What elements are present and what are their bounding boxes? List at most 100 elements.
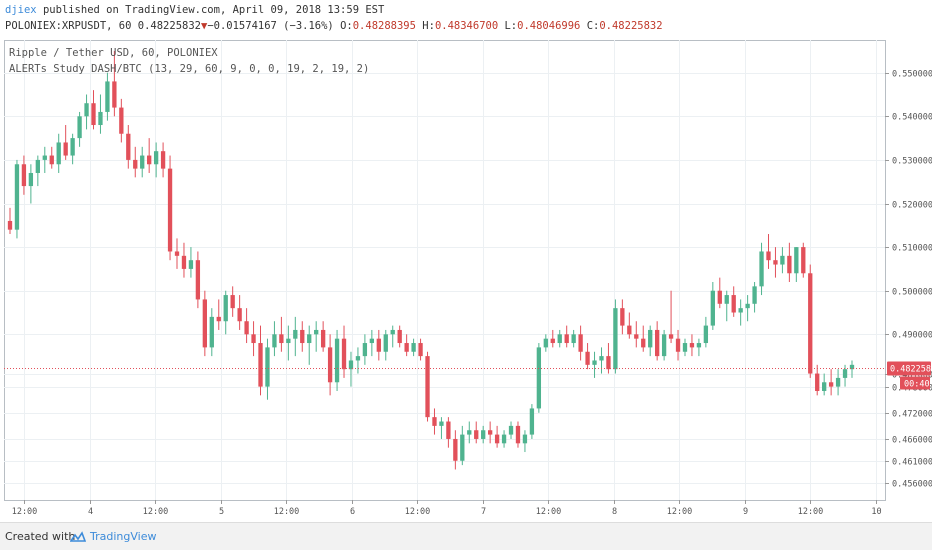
- y-tick-label: 0.54000000: [892, 113, 932, 123]
- low-label: L:: [504, 20, 518, 32]
- candle-body: [592, 360, 597, 365]
- x-tick-label: 6: [350, 507, 355, 517]
- x-tick-label: 8: [612, 507, 617, 517]
- candle-body: [202, 299, 208, 348]
- candle-body: [613, 308, 618, 370]
- candle-body: [188, 260, 194, 269]
- created-with-label: Created with: [5, 530, 76, 543]
- candle-body: [21, 164, 27, 187]
- candle-body: [341, 338, 347, 370]
- candle-body: [474, 430, 479, 439]
- candle-body: [362, 343, 368, 357]
- candle-body: [348, 360, 354, 370]
- candlestick-chart[interactable]: 0.55000000 0.54000000 0.53000000 0.52000000…: [4, 38, 932, 518]
- candle-body: [327, 347, 333, 383]
- candle-body: [578, 334, 583, 352]
- y-tick-label: 0.45600000: [892, 480, 932, 490]
- candle-body: [780, 255, 785, 265]
- candle-body: [668, 334, 674, 339]
- y-tick-label: 0.52000000: [892, 201, 932, 211]
- candle-body: [84, 103, 89, 117]
- candle-body: [160, 151, 166, 169]
- x-tick-label: 7: [481, 507, 486, 517]
- candle-body: [425, 356, 430, 418]
- candle-body: [307, 334, 312, 344]
- candle-body: [251, 334, 256, 344]
- candle-body: [209, 316, 214, 348]
- chart-header: djiex published on TradingView.com, Apri…: [0, 0, 932, 38]
- close-label: C:: [586, 20, 600, 32]
- candle-body: [801, 247, 806, 274]
- last-price: 0.48225832: [137, 20, 201, 32]
- candle-body: [230, 295, 235, 309]
- candle-body: [167, 168, 173, 252]
- x-tick-label: 5: [219, 507, 224, 517]
- candle-body: [794, 247, 799, 274]
- y-tick-label: 0.50000000: [892, 288, 932, 298]
- current-price-label: 0.48225832: [890, 365, 932, 375]
- candle-body: [745, 303, 750, 309]
- candle-body: [724, 295, 729, 304]
- tradingview-logo-icon: [70, 530, 86, 542]
- chart-area[interactable]: 0.55000000 0.54000000 0.53000000 0.52000000…: [4, 38, 932, 518]
- countdown-label: 00:40: [904, 380, 930, 390]
- candle-body: [710, 290, 715, 326]
- candle-body: [147, 155, 152, 165]
- candle-body: [487, 430, 493, 435]
- candle-body: [181, 255, 187, 269]
- candle-body: [620, 308, 625, 326]
- candle-body: [105, 81, 110, 112]
- candle-body: [689, 343, 695, 348]
- candle-body: [28, 172, 34, 187]
- candle-body: [77, 116, 82, 139]
- y-tick-label: 0.51000000: [892, 244, 932, 254]
- publish-info: published on TradingView.com, April 09, …: [42, 4, 385, 16]
- countdown-badge: [900, 376, 930, 390]
- x-tick-label: 9: [743, 507, 748, 517]
- candle-body: [675, 338, 681, 352]
- x-tick-label: 10: [871, 507, 881, 517]
- candle-body: [842, 369, 848, 378]
- candle-body: [648, 329, 653, 348]
- symbol-line: POLONIEX:XRPUSDT, 60 0.48225832▼−0.01574…: [5, 20, 663, 32]
- candle-body: [501, 434, 507, 444]
- candle-body: [56, 142, 61, 165]
- publish-line: djiex published on TradingView.com, Apri…: [5, 4, 384, 16]
- candle-body: [738, 308, 743, 313]
- candle-body: [119, 107, 124, 134]
- candle-body: [564, 334, 569, 344]
- current-price-badge: [887, 361, 931, 376]
- candle-body: [641, 338, 646, 348]
- candle-body: [557, 334, 562, 344]
- candle-body: [223, 295, 228, 322]
- candle-body: [369, 338, 375, 344]
- x-tick-label: 12:00: [536, 507, 562, 517]
- candle-body: [397, 329, 402, 344]
- candle-body: [494, 434, 500, 444]
- candle-body: [787, 255, 792, 274]
- candle-body: [731, 295, 736, 313]
- candle-body: [815, 373, 820, 391]
- open-value: 0.48288395: [352, 20, 416, 32]
- candle-body: [536, 347, 542, 409]
- x-tick-label: 12:00: [12, 507, 38, 517]
- candle-body: [439, 421, 444, 426]
- candle-body: [460, 434, 465, 461]
- x-tick-label: 12:00: [143, 507, 169, 517]
- candle-body: [14, 164, 20, 230]
- candle-body: [529, 408, 535, 435]
- candle-body: [481, 430, 486, 439]
- candle-body: [126, 133, 131, 160]
- candle-body: [286, 338, 291, 344]
- candle-body: [696, 343, 702, 348]
- candle-body: [634, 334, 639, 339]
- candle-body: [300, 329, 305, 344]
- candle-body: [453, 438, 458, 461]
- tradingview-brand[interactable]: TradingView: [70, 530, 156, 543]
- candle-body: [63, 142, 68, 156]
- x-tick-label: 12:00: [405, 507, 431, 517]
- candle-body: [550, 338, 555, 344]
- candle-body: [508, 425, 514, 435]
- candle-body: [606, 356, 611, 370]
- author-link[interactable]: djiex: [5, 4, 37, 16]
